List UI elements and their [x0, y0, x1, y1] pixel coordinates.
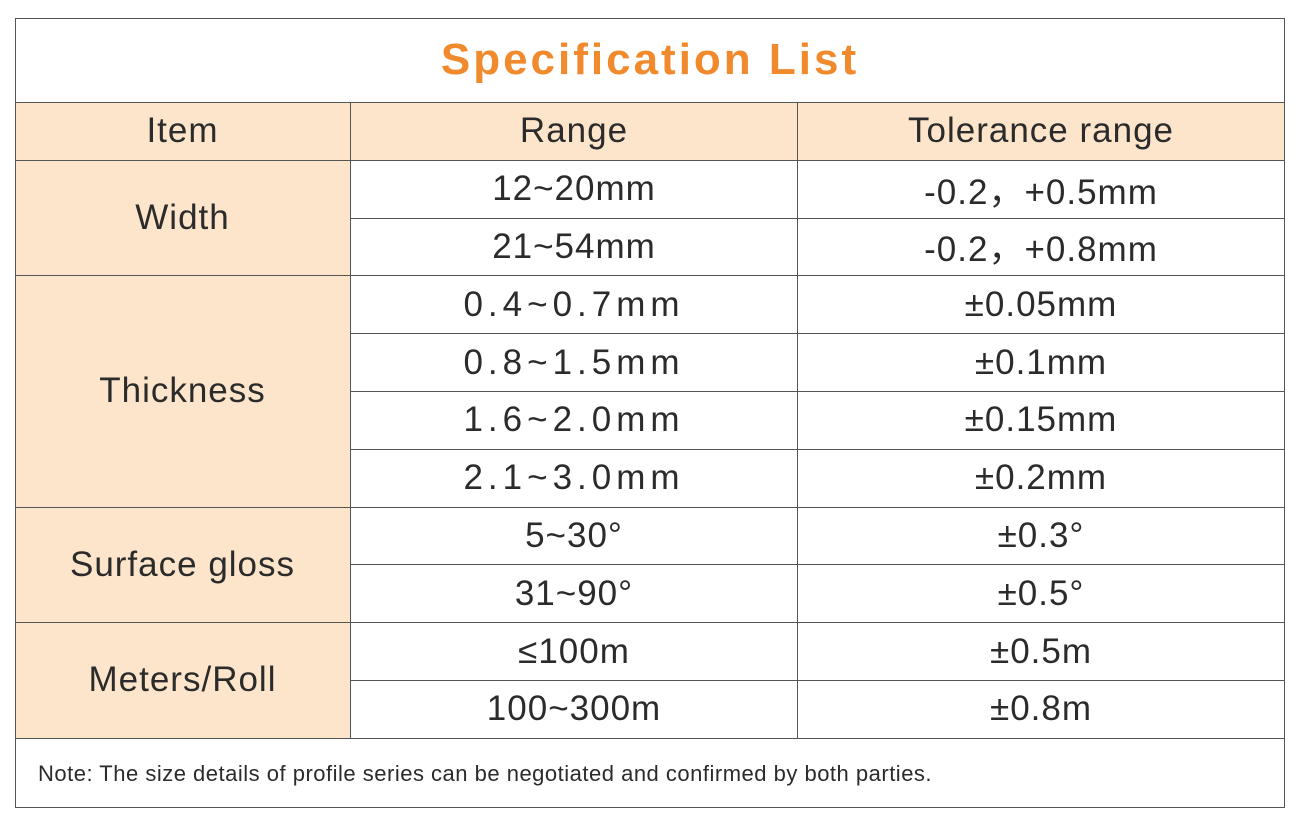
tolerance-cell: ±0.5° — [798, 565, 1285, 624]
title: Specification List — [15, 18, 1285, 103]
tolerance-cell: ±0.5m — [798, 623, 1285, 681]
tolerance-cell: ±0.3° — [798, 507, 1285, 566]
item-cell: Meters/Roll — [15, 623, 351, 739]
item-cell: Thickness — [15, 276, 351, 508]
tolerance-cell: -0.2，+0.8mm — [798, 218, 1285, 277]
range-cell: 2.1~3.0mm — [351, 449, 798, 508]
range-cell: 1.6~2.0mm — [351, 392, 798, 450]
range-cell: 5~30° — [351, 507, 798, 566]
tolerance-cell: -0.2，+0.5mm — [798, 160, 1285, 219]
tolerance-cell: ±0.1mm — [798, 334, 1285, 392]
range-cell: 0.4~0.7mm — [351, 276, 798, 335]
tolerance-cell: ±0.8m — [798, 681, 1285, 739]
range-cell: 31~90° — [351, 565, 798, 624]
range-cell: 12~20mm — [351, 160, 798, 219]
header-cell: Item — [15, 103, 351, 161]
tolerance-cell: ±0.2mm — [798, 449, 1285, 508]
note: Note: The size details of profile series… — [38, 760, 933, 786]
header-cell: Tolerance range — [798, 103, 1285, 161]
range-cell: 100~300m — [351, 681, 798, 739]
header-cell: Range — [351, 103, 798, 161]
range-cell: 21~54mm — [351, 218, 798, 277]
item-cell: Surface gloss — [15, 507, 351, 624]
item-cell: Width — [15, 160, 351, 277]
tolerance-cell: ±0.15mm — [798, 392, 1285, 450]
range-cell: 0.8~1.5mm — [351, 334, 798, 392]
range-cell: ≤100m — [351, 623, 798, 681]
tolerance-cell: ±0.05mm — [798, 276, 1285, 335]
